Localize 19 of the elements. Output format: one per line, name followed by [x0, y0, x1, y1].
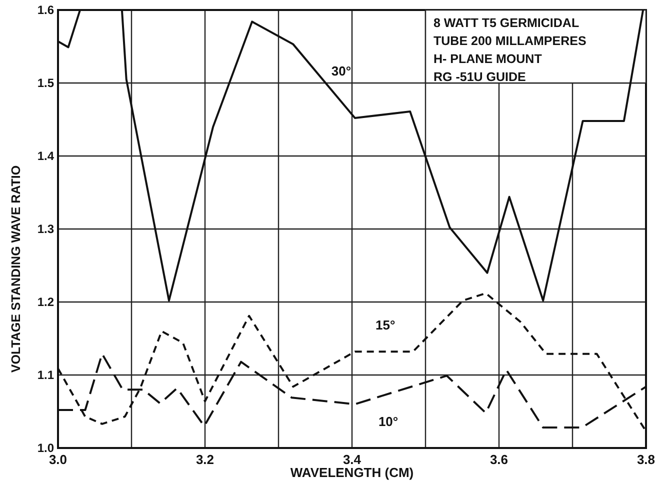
series-label: 30°: [331, 64, 352, 79]
series-label: 15°: [376, 318, 396, 333]
x-tick-label: 3.2: [196, 452, 214, 467]
note-box: 8 WATT T5 GERMICIDAL TUBE 200 MILLAMPERES H- PLANE MOUNT RG -51U GUIDE: [424, 9, 647, 84]
x-tick-label: 3.6: [490, 452, 508, 467]
y-tick-label: 1.3: [37, 222, 54, 236]
y-tick-label: 1.5: [37, 76, 54, 90]
x-tick-label: 3.8: [636, 452, 656, 467]
y-tick-label: 1.1: [37, 368, 54, 382]
x-tick-label: 3.0: [48, 452, 68, 467]
y-tick-label: 1.6: [37, 3, 54, 17]
x-axis-title: WAVELENGTH (CM): [290, 465, 414, 480]
x-tick-label: 3.4: [342, 452, 362, 467]
series-label: 10°: [378, 414, 398, 430]
y-tick-label: 1.0: [37, 441, 54, 455]
y-tick-label: 1.4: [37, 149, 54, 163]
y-axis-title: VOLTAGE STANDING WAVE RATIO: [9, 165, 23, 373]
annotation: 8 WATT T5 GERMICIDAL TUBE 200 MILLAMPERES H- PLANE MOUNT RG -51U GUIDE: [434, 16, 586, 84]
y-tick-label: 1.2: [37, 295, 54, 309]
